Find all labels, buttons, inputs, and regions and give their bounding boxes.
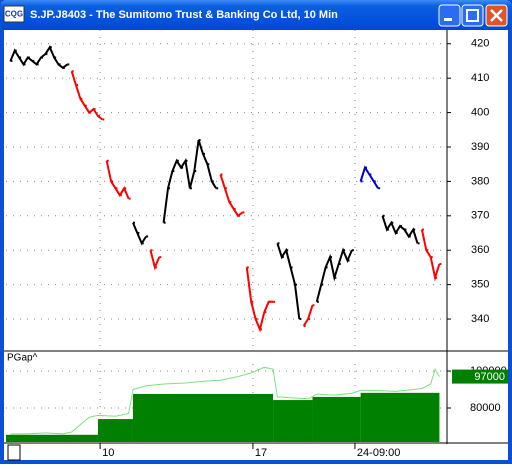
- minimize-glyph: [444, 18, 452, 21]
- area-step: [360, 392, 440, 442]
- y-tick-label: 350: [471, 279, 489, 291]
- current-value-label: 97000: [474, 371, 505, 383]
- y-tick-label: 390: [471, 141, 489, 153]
- x-tick-label: 17: [255, 447, 267, 459]
- price-line: [9, 45, 68, 70]
- panel-title: PGap^: [7, 353, 38, 364]
- client-area: [4, 30, 508, 460]
- close-glyph: [490, 9, 503, 22]
- window-title: S.JP.J8403 - The Sumitomo Trust & Bankin…: [30, 9, 338, 21]
- area-step: [132, 393, 274, 442]
- y-tick-label: 400: [471, 106, 489, 118]
- plot: 10 17 24-09:00 340 350 360 370 380 390 400 410 420 8…: [6, 30, 508, 459]
- minimize-button[interactable]: [438, 4, 461, 27]
- close-button[interactable]: [485, 4, 508, 27]
- y-tick-label: 340: [471, 313, 489, 325]
- area-step: [273, 400, 313, 442]
- current-value-box: [452, 369, 508, 384]
- maximize-button[interactable]: [461, 4, 484, 27]
- gap-line: [10, 366, 440, 435]
- scroll-thumb[interactable]: [7, 444, 21, 461]
- y-tick-label: 80000: [470, 402, 501, 414]
- minimize-box[interactable]: [438, 4, 461, 27]
- y-tick-label: 370: [471, 210, 489, 222]
- y-tick-label: 410: [471, 72, 489, 84]
- price-line: [70, 71, 103, 121]
- price-line: [132, 222, 147, 246]
- x-tick-label: 10: [102, 447, 114, 459]
- app-icon-label: CQG: [5, 10, 23, 19]
- price-line: [276, 242, 301, 320]
- maximize-glyph: [466, 9, 479, 22]
- price-line: [105, 160, 130, 199]
- title-bar: [0, 0, 512, 30]
- app-icon: [3, 5, 25, 23]
- price-line: [381, 215, 419, 244]
- maximize-box[interactable]: [461, 4, 484, 27]
- area-step: [312, 396, 361, 442]
- area-step: [6, 434, 98, 442]
- area-step: [97, 419, 133, 442]
- x-tick-label: 24-09:00: [357, 447, 400, 459]
- y-tick-label: 380: [471, 175, 489, 187]
- y-tick-label: 360: [471, 244, 489, 256]
- y-tick-label: 420: [471, 38, 489, 50]
